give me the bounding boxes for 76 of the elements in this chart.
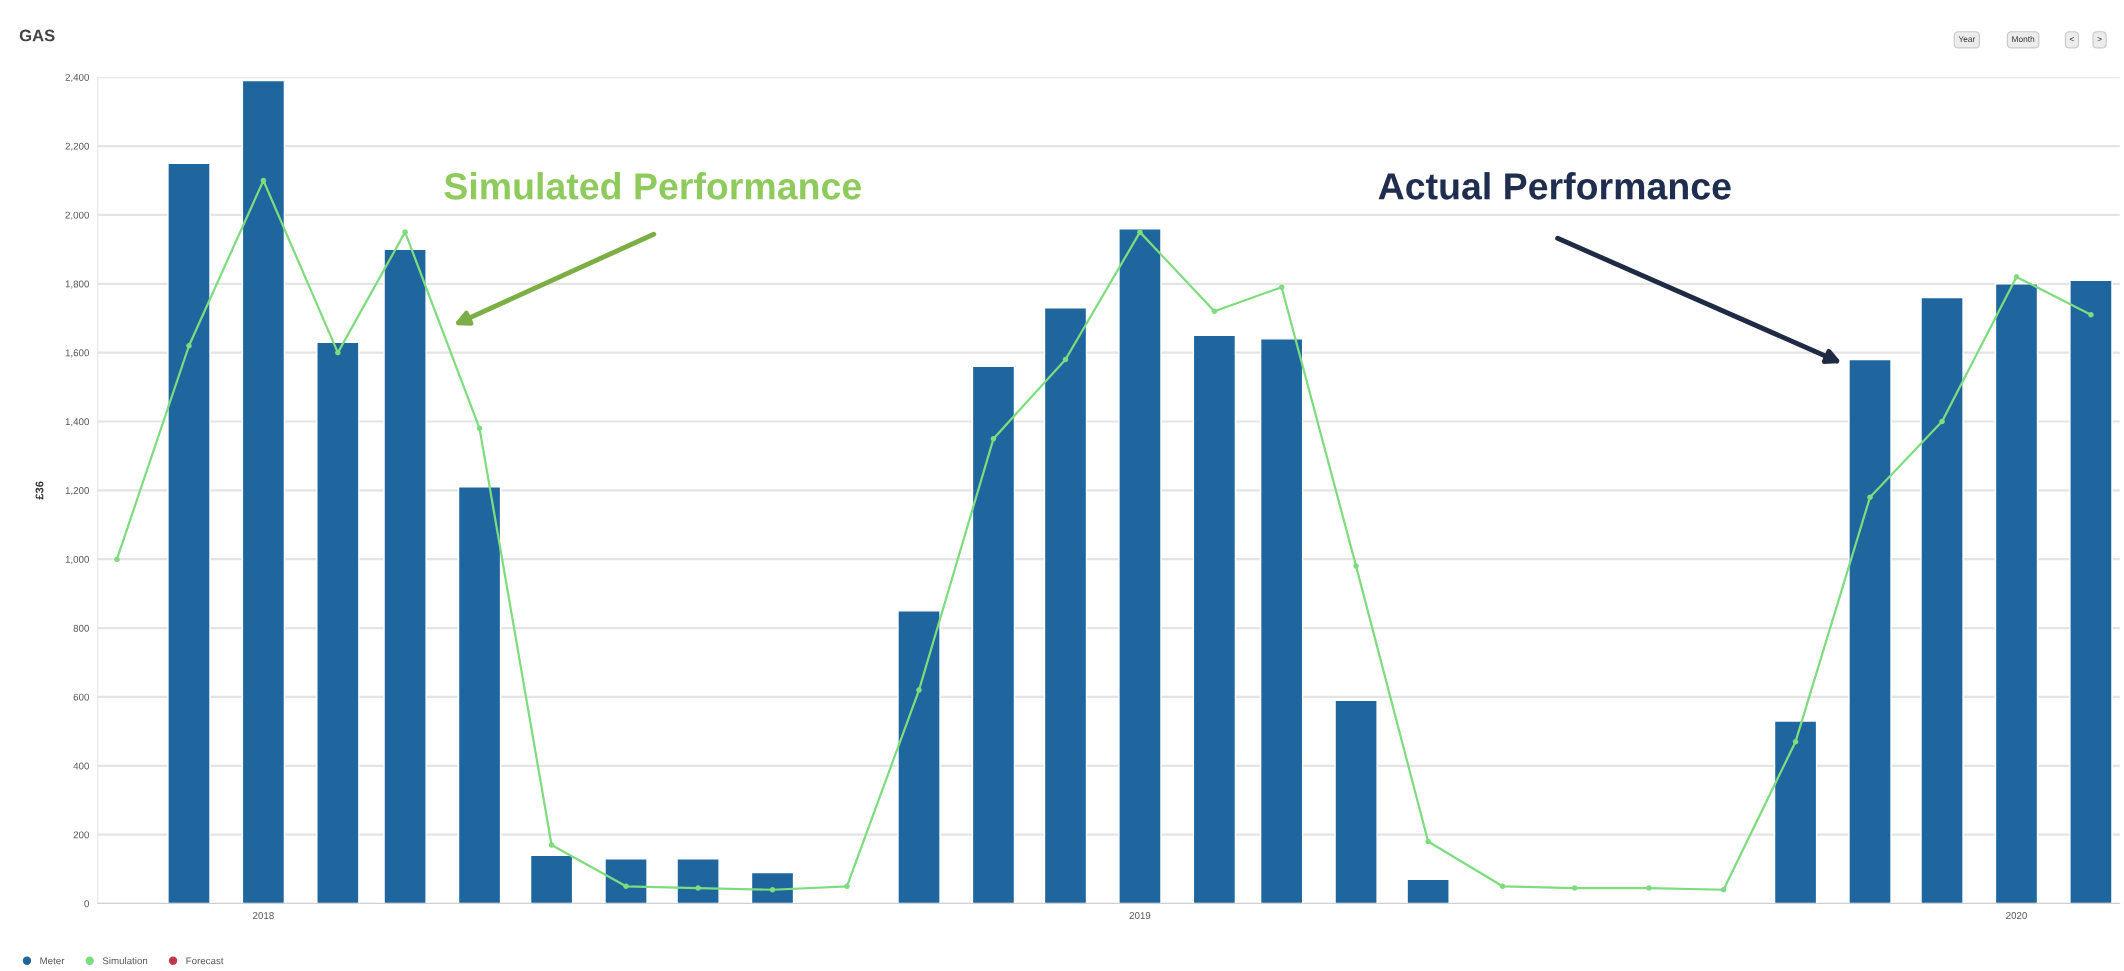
x-tick-label: 2020 — [2006, 912, 2027, 919]
bar — [1259, 338, 1304, 904]
bar — [529, 854, 574, 904]
y-tick-label: 1,400 — [65, 418, 89, 427]
point — [1425, 838, 1431, 845]
bar — [897, 610, 941, 904]
point — [260, 177, 267, 184]
bar — [316, 341, 360, 904]
point — [1646, 885, 1652, 891]
x-tick-label: 2018 — [253, 912, 274, 919]
point — [990, 435, 997, 442]
bar — [1994, 283, 2039, 904]
point — [916, 687, 922, 693]
chart-title: GAS — [19, 29, 55, 42]
bar — [457, 486, 502, 904]
x-tick-label: 2019 — [1129, 912, 1151, 919]
legend-label: Forecast — [186, 957, 224, 965]
bar — [1848, 358, 1892, 904]
y-axis-title: £36 — [35, 481, 44, 500]
point — [335, 349, 341, 356]
point — [1353, 563, 1359, 569]
legend-label: Simulation — [102, 957, 148, 965]
bar — [1406, 878, 1450, 904]
text: Year — [1958, 36, 1976, 43]
bar — [604, 858, 648, 904]
point — [695, 885, 701, 891]
point — [1867, 494, 1873, 501]
point — [186, 342, 192, 349]
bar — [676, 858, 720, 904]
point — [1792, 738, 1799, 745]
y-tick-label: 2,400 — [65, 73, 89, 82]
y-tick-label: 2,000 — [65, 211, 89, 220]
y-tick-label: 0 — [84, 900, 89, 908]
point — [1571, 885, 1578, 891]
point — [476, 425, 483, 432]
point — [114, 556, 120, 562]
point — [1939, 418, 1945, 425]
y-tick-label: 1,000 — [65, 555, 89, 564]
point — [2013, 274, 2020, 280]
bar — [383, 248, 427, 904]
bar — [1118, 227, 1162, 904]
bar — [971, 365, 1016, 904]
bar — [1334, 699, 1378, 904]
bar — [1043, 307, 1088, 904]
annotation: Actual Performance — [1378, 172, 1731, 200]
bar — [1192, 334, 1237, 904]
bar — [241, 79, 286, 904]
point — [402, 229, 408, 235]
point — [1499, 883, 1506, 890]
text: < — [2069, 37, 2074, 42]
y-tick-label: 1,200 — [65, 487, 89, 496]
y-tick-label: 1,800 — [65, 280, 89, 289]
point — [1720, 886, 1727, 893]
y-tick-label: 800 — [73, 624, 89, 632]
point — [769, 886, 776, 893]
bar — [750, 871, 795, 904]
text: > — [2097, 37, 2102, 42]
y-tick-label: 1,600 — [65, 349, 89, 358]
text: Month — [2012, 35, 2035, 43]
point — [548, 842, 555, 848]
point — [1278, 284, 1285, 290]
legend-label: Meter — [40, 957, 65, 965]
y-tick-label: 600 — [73, 693, 89, 701]
bar — [1773, 720, 1818, 904]
annotation: Simulated Performance — [444, 172, 861, 200]
point — [844, 883, 850, 890]
point — [2088, 311, 2094, 318]
point — [623, 883, 629, 890]
y-tick-label: 2,200 — [65, 142, 89, 151]
y-tick-label: 400 — [73, 762, 89, 770]
point — [1211, 308, 1218, 315]
bar — [167, 162, 211, 904]
point — [1137, 229, 1143, 235]
bar — [1920, 296, 1964, 904]
y-tick-label: 200 — [73, 831, 89, 839]
bar — [2069, 279, 2113, 904]
